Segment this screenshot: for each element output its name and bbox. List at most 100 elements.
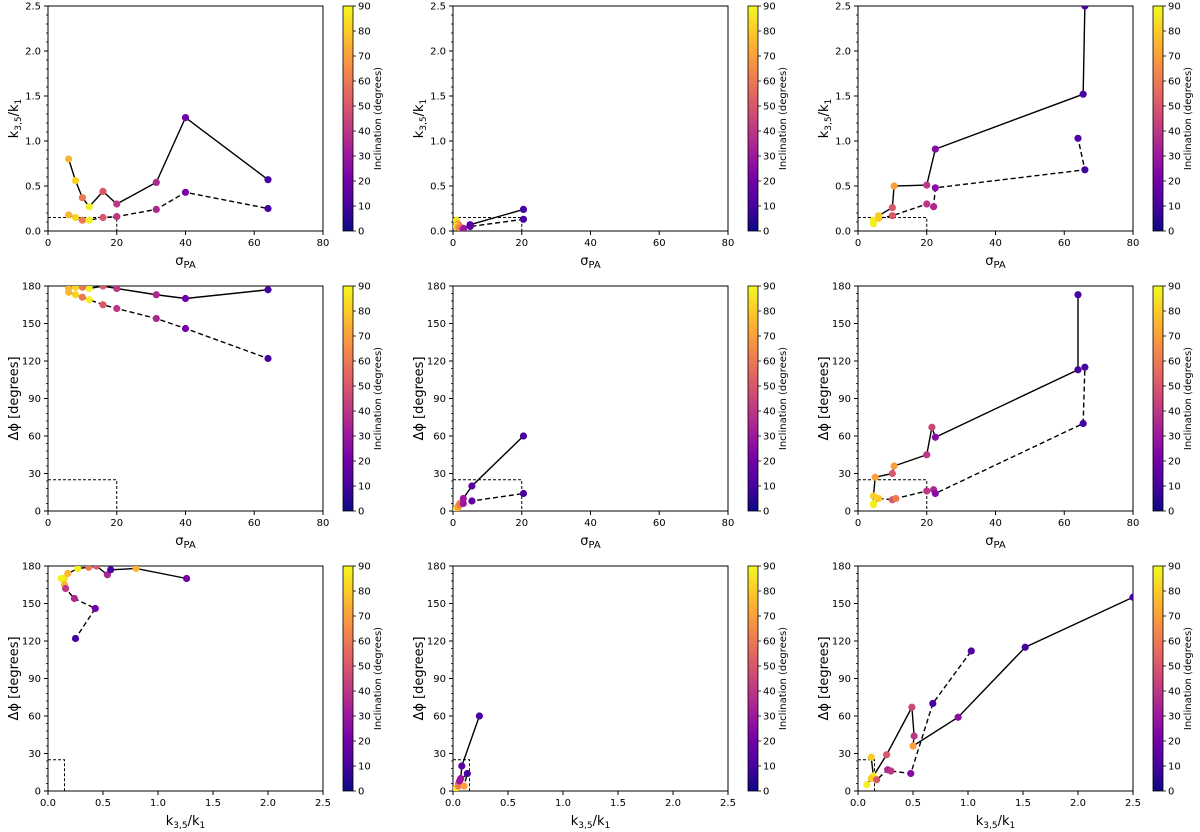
data-point [1081,6,1089,10]
x-tick-label: 0.5 [905,798,921,809]
y-tick-label: 120 [427,637,446,648]
colorbar [1152,565,1164,792]
colorbar-tick-label: 50 [763,662,776,673]
colorbar-tick-label: 80 [358,587,371,598]
x-tick-label: 0 [855,238,861,249]
x-tick-label: 0 [45,518,51,529]
y-tick-label: 180 [832,282,851,293]
y-tick-label: 60 [838,712,851,723]
x-tick-label: 40 [584,518,597,529]
colorbar [747,565,759,792]
data-point [1079,90,1087,98]
colorbar-tick-label: 60 [358,357,371,368]
data-point [867,753,875,761]
x-tick-label: 60 [1058,238,1071,249]
colorbar [747,285,759,512]
y-tick-label: 30 [28,749,41,760]
subscript: 1 [1010,821,1016,831]
colorbar-tick-label: 20 [358,737,371,748]
colorbar-tick-label: 40 [358,407,371,418]
slash: /k [998,814,1010,829]
colorbar-tick-label: 60 [1168,357,1181,368]
colorbar-tick-label: 50 [1168,382,1181,393]
data-point [78,293,86,301]
subscript: 1 [14,99,24,105]
data-point [85,216,93,224]
subscript: 3,5 [419,116,429,130]
y-tick-label: 180 [427,562,446,573]
x-tick-label: 2.5 [315,798,331,809]
colorbar-tick-label: 50 [358,382,371,393]
colorbar-tick-label: 40 [1168,407,1181,418]
panel-dphi-vs-k-a: 0.0 0.5 1.0 1.5 2.0 2.50306090120150180k3,5/k… [7,562,384,832]
y-tick-label: 2.0 [835,47,851,58]
colorbar-tick-label: 80 [358,307,371,318]
data-point [1074,291,1082,299]
colorbar-tick-label: 0 [358,787,364,798]
y-axis-label: Δϕ [degrees] [817,356,832,440]
data-point [909,742,917,750]
y-tick-label: 0.0 [835,227,851,238]
colorbar-tick-label: 10 [1168,202,1181,213]
colorbar-tick-label: 60 [358,77,371,88]
y-tick-label: 1.5 [25,92,41,103]
colorbar-tick-label: 80 [763,307,776,318]
data-point [923,200,931,208]
colorbar-label: Inclination (degrees) [1183,627,1194,730]
data-point [62,584,70,593]
colorbar-tick-label: 50 [1168,662,1181,673]
data-point [152,178,160,186]
x-tick-label: 80 [1127,518,1140,529]
data-point [519,432,528,440]
x-tick-label: 0 [45,238,51,249]
y-tick-label: 60 [838,432,851,443]
colorbar-tick-label: 20 [1168,737,1181,748]
data-point [519,205,528,213]
colorbar-tick-label: 40 [763,687,776,698]
colorbar-tick-label: 90 [358,562,371,573]
subscript: PA [589,260,601,271]
y-tick-label: 0 [845,787,851,798]
colorbar [747,5,759,232]
data-point [459,494,467,503]
colorbar-tick-label: 60 [1168,77,1181,88]
y-tick-label: 90 [28,674,41,685]
colorbar-tick-label: 40 [1168,127,1181,138]
x-tick-label: 80 [722,238,735,249]
data-point [890,462,898,470]
data-point [74,566,82,573]
subscript: PA [184,540,196,551]
data-point [264,204,272,213]
data-point [152,291,160,299]
slash: /k [817,104,832,116]
colorbar-tick-label: 80 [763,587,776,598]
y-tick-label: 150 [427,599,446,610]
colorbar-tick-label: 0 [763,507,769,518]
series-line-solid [63,566,187,580]
colorbar-tick-label: 80 [763,27,776,38]
data-point [99,286,107,290]
data-point [890,182,898,190]
data-point [888,204,896,212]
data-point [888,469,896,478]
plot-area [863,593,1133,789]
y-tick-label: 0 [845,507,851,518]
plot-area [453,432,528,511]
colorbar-tick-label: 20 [763,177,776,188]
subscript: 1 [200,821,206,831]
y-tick-label: 2.5 [430,2,446,13]
x-tick-label: 60 [653,238,666,249]
y-tick-label: 60 [433,432,446,443]
y-axis-label: Δϕ [degrees] [412,636,427,720]
colorbar-tick-label: 70 [763,612,776,623]
colorbar [342,565,354,792]
data-point [931,433,939,441]
colorbar-tick-label: 70 [358,332,371,343]
colorbar-tick-label: 70 [763,52,776,63]
data-point [871,473,879,481]
plot-area [65,114,272,224]
data-point [967,647,975,655]
panel-k-vs-sigma-b: 0 20 40 60 80 0.0 0.5 1.0 1.5 2.0 2.5 σPA k3,5/k1 0 10… [412,2,789,272]
y-tick-label: 0.5 [835,182,851,193]
y-tick-label: 0 [35,787,41,798]
